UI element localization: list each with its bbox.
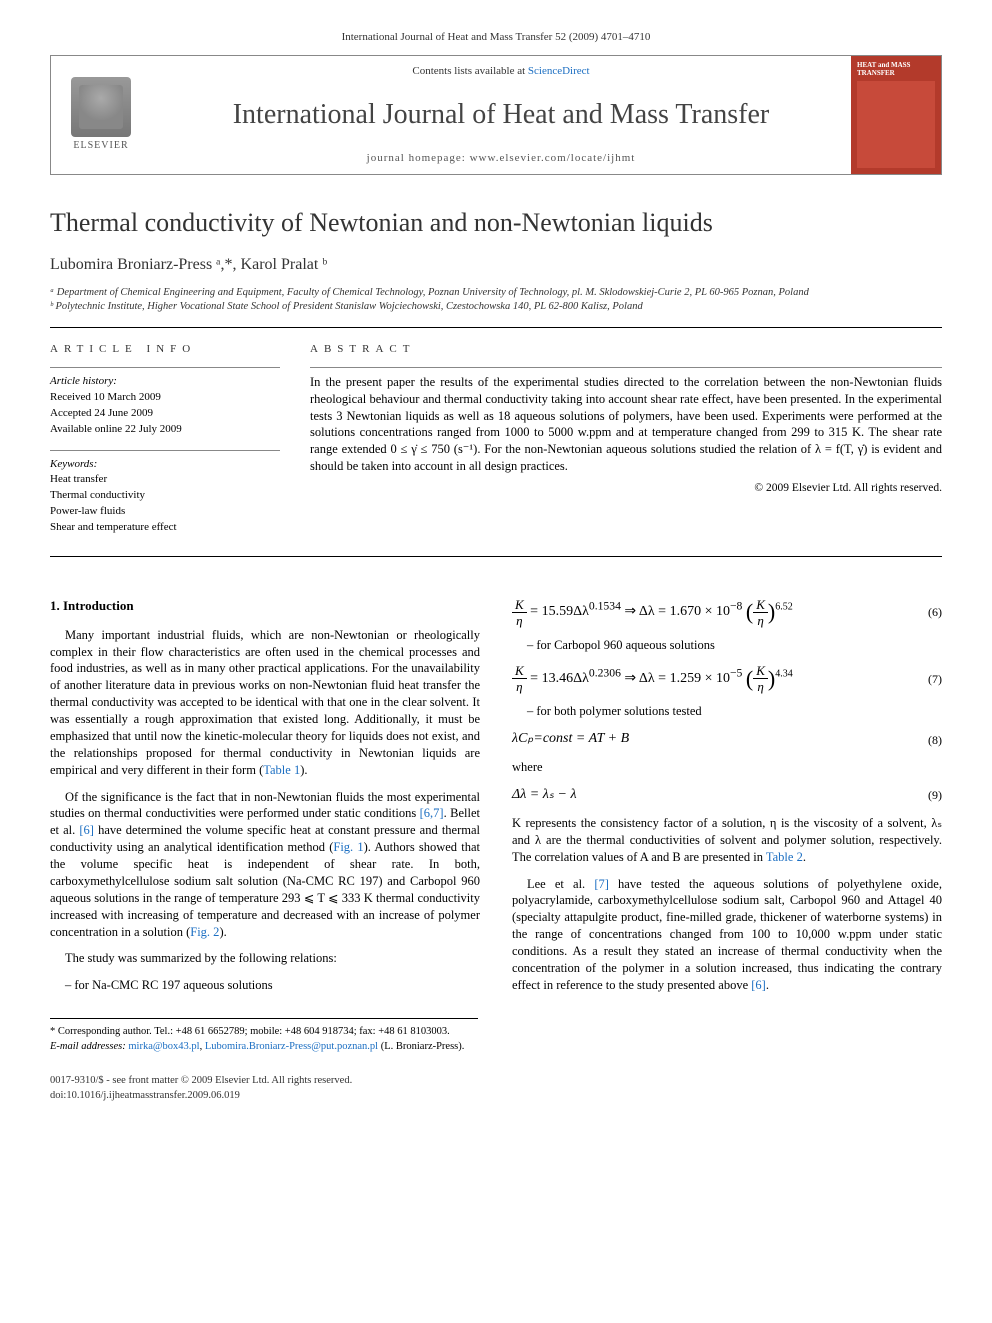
divider xyxy=(50,367,280,368)
body-paragraph: Of the significance is the fact that in … xyxy=(50,789,480,941)
table-1-link[interactable]: Table 1 xyxy=(263,763,300,777)
journal-banner: ELSEVIER Contents lists available at Sci… xyxy=(50,55,942,175)
equation-8-label: – for both polymer solutions tested xyxy=(512,703,942,720)
info-abstract-row: ARTICLE INFO Article history: Received 1… xyxy=(50,342,942,548)
equation-9-text: Δλ = λₛ − λ xyxy=(512,787,577,802)
cover-title: HEAT and MASS TRANSFER xyxy=(857,62,935,77)
publisher-name: ELSEVIER xyxy=(73,139,128,153)
equation-7-label: – for Carbopol 960 aqueous solutions xyxy=(512,637,942,654)
history-accepted: Accepted 24 June 2009 xyxy=(50,406,280,422)
equation-6-label: – for Na-CMC RC 197 aqueous solutions xyxy=(50,977,480,994)
email-line: E-mail addresses: mirka@box43.pl, Lubomi… xyxy=(50,1040,478,1055)
doi-line: doi:10.1016/j.ijheatmasstransfer.2009.06… xyxy=(50,1089,942,1103)
affiliations: ᵃ Department of Chemical Engineering and… xyxy=(50,286,942,315)
equation-number: (8) xyxy=(928,732,942,748)
body-paragraph: K represents the consistency factor of a… xyxy=(512,815,942,866)
ref-6-7-link[interactable]: [6,7] xyxy=(420,806,444,820)
affiliation-b: ᵇ Polytechnic Institute, Higher Vocation… xyxy=(50,300,942,315)
body-paragraph: Lee et al. [7] have tested the aqueous s… xyxy=(512,876,942,994)
text: ). Authors showed that the volume specif… xyxy=(50,840,480,938)
divider xyxy=(50,327,942,328)
history-online: Available online 22 July 2009 xyxy=(50,422,280,438)
text: Many important industrial fluids, which … xyxy=(50,628,480,777)
text: Lee et al. xyxy=(527,877,594,891)
journal-homepage: journal homepage: www.elsevier.com/locat… xyxy=(367,151,636,166)
divider xyxy=(310,367,942,368)
keyword: Power-law fluids xyxy=(50,504,280,520)
keyword: Heat transfer xyxy=(50,472,280,488)
article-history: Article history: Received 10 March 2009 … xyxy=(50,374,280,438)
body-paragraph: The study was summarized by the followin… xyxy=(50,950,480,967)
elsevier-tree-icon xyxy=(71,77,131,137)
journal-name: International Journal of Heat and Mass T… xyxy=(233,96,770,134)
equation-number: (6) xyxy=(928,604,942,620)
equation-8: λCₚ=const = AT + B (8) xyxy=(512,730,942,749)
body-paragraph: Many important industrial fluids, which … xyxy=(50,627,480,779)
abstract-text: In the present paper the results of the … xyxy=(310,374,942,475)
ref-6-link[interactable]: [6] xyxy=(79,823,94,837)
banner-center: Contents lists available at ScienceDirec… xyxy=(151,56,851,174)
publisher-logo-block: ELSEVIER xyxy=(51,56,151,174)
authors-line: Lubomira Broniarz-Press ᵃ,*, Karol Prala… xyxy=(50,254,942,276)
running-head: International Journal of Heat and Mass T… xyxy=(50,30,942,45)
history-received: Received 10 March 2009 xyxy=(50,390,280,406)
email-label: E-mail addresses: xyxy=(50,1041,128,1052)
fig-2-link[interactable]: Fig. 2 xyxy=(190,925,219,939)
keyword: Thermal conductivity xyxy=(50,488,280,504)
table-2-link[interactable]: Table 2 xyxy=(766,850,803,864)
divider xyxy=(50,556,942,557)
corresponding-author: * Corresponding author. Tel.: +48 61 665… xyxy=(50,1025,478,1040)
text: ). xyxy=(219,925,226,939)
email-link-1[interactable]: mirka@box43.pl xyxy=(128,1041,199,1052)
front-matter-line: 0017-9310/$ - see front matter © 2009 El… xyxy=(50,1074,942,1088)
keyword: Shear and temperature effect xyxy=(50,520,280,536)
history-head: Article history: xyxy=(50,374,280,390)
abstract-label: ABSTRACT xyxy=(310,342,942,357)
equation-8-text: λCₚ=const = AT + B xyxy=(512,731,629,746)
abstract-column: ABSTRACT In the present paper the result… xyxy=(310,342,942,548)
section-heading-intro: 1. Introduction xyxy=(50,597,480,615)
equation-6: Kη = 15.59Δλ0.1534 ⇒ Δλ = 1.670 × 10−8 (… xyxy=(512,597,942,627)
article-info-column: ARTICLE INFO Article history: Received 1… xyxy=(50,342,280,548)
footnotes-block: * Corresponding author. Tel.: +48 61 665… xyxy=(50,1018,478,1054)
affiliation-a: ᵃ Department of Chemical Engineering and… xyxy=(50,286,942,301)
text: . xyxy=(766,978,769,992)
text: ). xyxy=(300,763,307,777)
text: have tested the aqueous solutions of pol… xyxy=(512,877,942,992)
abstract-copyright: © 2009 Elsevier Ltd. All rights reserved… xyxy=(310,481,942,497)
text: . xyxy=(803,850,806,864)
text: (L. Broniarz-Press). xyxy=(378,1041,464,1052)
divider xyxy=(50,450,280,451)
email-link-2[interactable]: Lubomira.Broniarz-Press@put.poznan.pl xyxy=(205,1041,378,1052)
article-info-label: ARTICLE INFO xyxy=(50,342,280,357)
keywords-head: Keywords: xyxy=(50,457,280,473)
cover-body xyxy=(857,81,935,168)
keywords-block: Keywords: Heat transfer Thermal conducti… xyxy=(50,457,280,537)
equation-7: Kη = 13.46Δλ0.2306 ⇒ Δλ = 1.259 × 10−5 (… xyxy=(512,664,942,694)
fig-1-link[interactable]: Fig. 1 xyxy=(333,840,363,854)
equation-number: (7) xyxy=(928,671,942,687)
sciencedirect-link[interactable]: ScienceDirect xyxy=(528,65,590,77)
where-label: where xyxy=(512,759,942,776)
ref-7-link[interactable]: [7] xyxy=(594,877,609,891)
text: Of the significance is the fact that in … xyxy=(50,790,480,821)
text: K represents the consistency factor of a… xyxy=(512,816,942,864)
contents-prefix: Contents lists available at xyxy=(412,65,527,77)
page-footer: 0017-9310/$ - see front matter © 2009 El… xyxy=(50,1074,942,1102)
ref-6-link[interactable]: [6] xyxy=(751,978,766,992)
article-title: Thermal conductivity of Newtonian and no… xyxy=(50,205,942,240)
equation-number: (9) xyxy=(928,787,942,803)
body-two-column: 1. Introduction Many important industria… xyxy=(50,597,942,1004)
journal-cover-thumb: HEAT and MASS TRANSFER xyxy=(851,56,941,174)
equation-9: Δλ = λₛ − λ (9) xyxy=(512,786,942,805)
contents-available-line: Contents lists available at ScienceDirec… xyxy=(412,64,589,79)
